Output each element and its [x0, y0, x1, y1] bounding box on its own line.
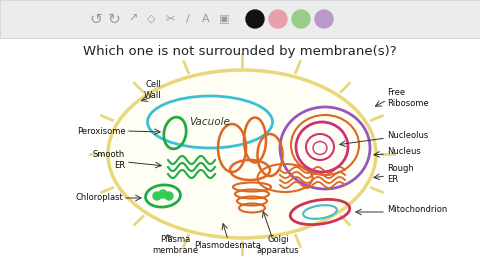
- Text: ✂: ✂: [165, 14, 175, 24]
- FancyBboxPatch shape: [0, 0, 480, 38]
- Circle shape: [246, 10, 264, 28]
- Text: /: /: [186, 14, 190, 24]
- Text: Free
Ribosome: Free Ribosome: [387, 88, 429, 108]
- Text: ↻: ↻: [108, 12, 120, 26]
- Circle shape: [315, 10, 333, 28]
- Text: Chloroplast: Chloroplast: [75, 194, 123, 202]
- Text: ◇: ◇: [147, 14, 155, 24]
- Circle shape: [292, 10, 310, 28]
- Text: Cell
Wall: Cell Wall: [144, 80, 162, 100]
- Text: Mitochondrion: Mitochondrion: [387, 205, 447, 214]
- Text: Nucleus: Nucleus: [387, 147, 421, 157]
- Text: ▣: ▣: [219, 14, 229, 24]
- Circle shape: [165, 192, 173, 200]
- Text: Smooth
ER: Smooth ER: [93, 150, 125, 170]
- Circle shape: [159, 190, 167, 198]
- Text: ↗: ↗: [128, 14, 138, 24]
- Circle shape: [153, 192, 161, 200]
- Text: A: A: [202, 14, 210, 24]
- Text: Peroxisome: Peroxisome: [77, 127, 126, 136]
- Text: Plasmodesmata: Plasmodesmata: [194, 241, 262, 249]
- Circle shape: [269, 10, 287, 28]
- Text: Vacuole: Vacuole: [190, 117, 230, 127]
- Ellipse shape: [108, 70, 376, 238]
- Text: Which one is not surrounded by membrane(s)?: Which one is not surrounded by membrane(…: [83, 46, 397, 59]
- Text: ↺: ↺: [90, 12, 102, 26]
- Text: Golgi
apparatus: Golgi apparatus: [257, 235, 300, 255]
- Text: Rough
ER: Rough ER: [387, 164, 414, 184]
- Text: Nucleolus: Nucleolus: [387, 131, 428, 140]
- Text: Plasma
membrane: Plasma membrane: [152, 235, 198, 255]
